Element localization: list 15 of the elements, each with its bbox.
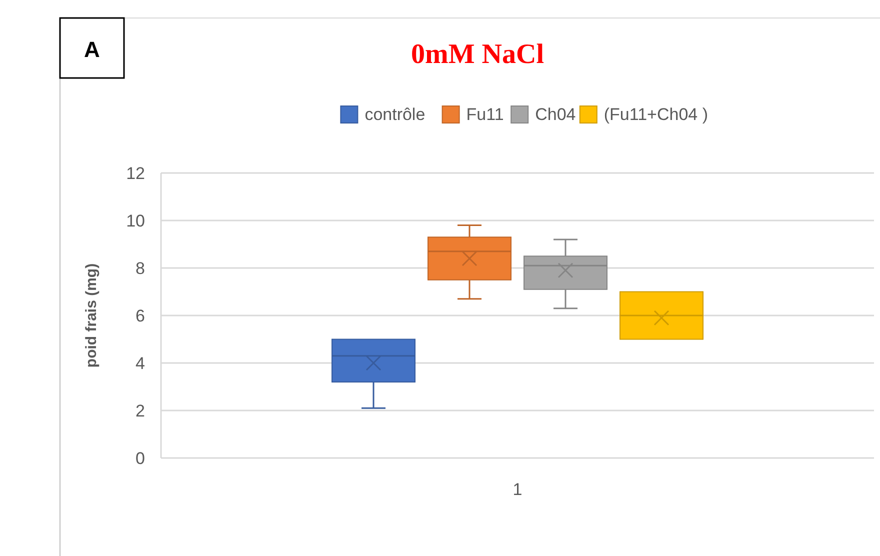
text: A bbox=[84, 37, 100, 62]
y-tick-label: 6 bbox=[136, 306, 145, 326]
y-tick-label: 4 bbox=[136, 354, 145, 373]
y-axis-title: poid frais (mg) bbox=[83, 263, 100, 368]
legend-label: (Fu11+Ch04 ) bbox=[604, 105, 708, 124]
y-tick-label: 2 bbox=[136, 402, 145, 420]
y-tick-label: 12 bbox=[126, 164, 145, 183]
y-tick-label: 8 bbox=[136, 259, 145, 278]
y-tick-label: 10 bbox=[126, 212, 145, 230]
x-tick-label: 1 bbox=[512, 480, 522, 499]
chart-title: 0mM NaCl bbox=[411, 39, 544, 70]
legend-label: contrôle bbox=[364, 105, 426, 124]
y-tick-label: 0 bbox=[136, 449, 145, 468]
legend-label: Ch04 bbox=[535, 105, 576, 124]
legend-label: Fu11 bbox=[466, 105, 504, 124]
